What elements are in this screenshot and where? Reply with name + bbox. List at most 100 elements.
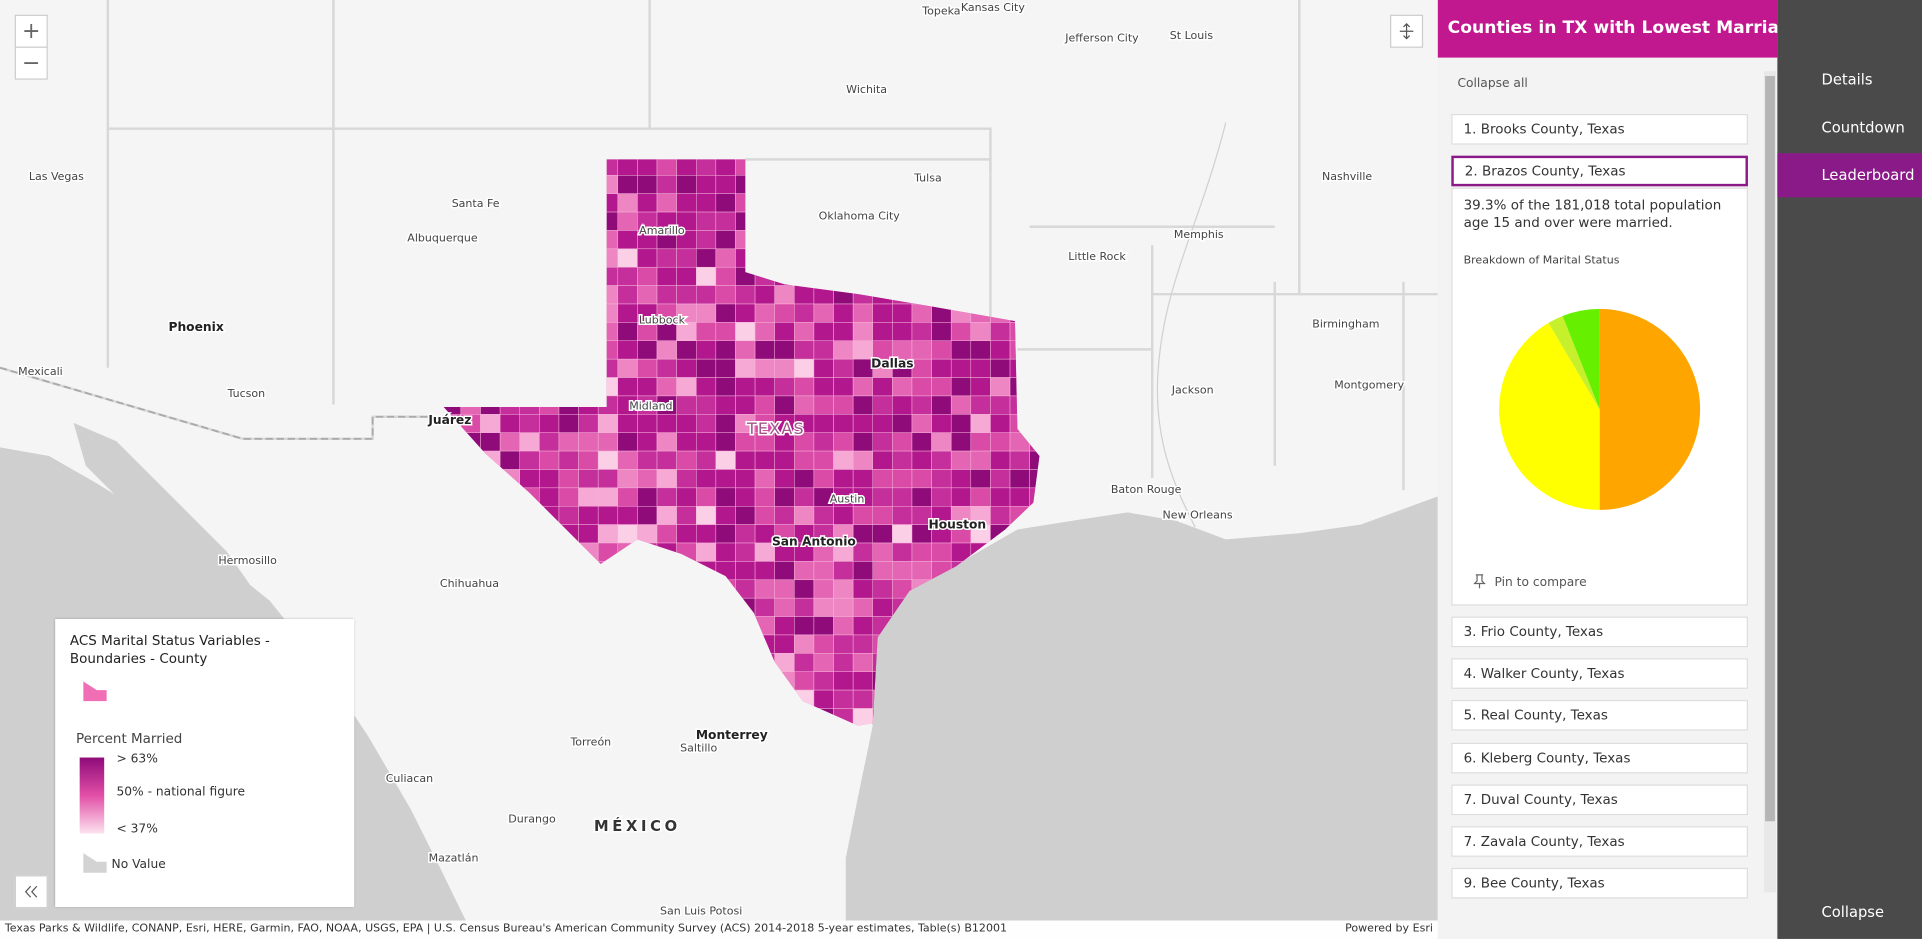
- county: [695, 414, 717, 433]
- county: [715, 414, 736, 433]
- county: [676, 414, 697, 433]
- county: [558, 450, 579, 470]
- legend-title: ACS Marital Status Variables - Boundarie…: [69, 632, 270, 667]
- county: [715, 248, 736, 268]
- county: [931, 487, 952, 507]
- county: [990, 432, 1011, 452]
- item-label: 7. Zavala County, Texas: [1463, 833, 1625, 850]
- expand-legend-button[interactable]: [14, 875, 48, 909]
- county: [637, 266, 658, 286]
- county: [637, 524, 658, 544]
- county: [754, 377, 775, 397]
- map-label: Lubbock: [639, 314, 686, 327]
- county: [872, 597, 893, 617]
- county: [735, 561, 756, 581]
- county: [931, 395, 952, 415]
- county: [872, 524, 893, 544]
- map-label: Tucson: [227, 387, 266, 400]
- county: [990, 450, 1011, 470]
- county: [774, 322, 795, 342]
- list-item[interactable]: 7. Zavala County, Texas: [1451, 826, 1748, 857]
- county: [637, 487, 658, 507]
- county: [695, 469, 717, 489]
- county: [970, 322, 991, 342]
- county: [735, 450, 756, 470]
- list-item[interactable]: 1. Brooks County, Texas: [1451, 113, 1748, 145]
- scroll-thumb[interactable]: [1765, 75, 1775, 822]
- county: [813, 634, 834, 654]
- county: [990, 469, 1011, 489]
- county: [852, 579, 873, 599]
- county: [970, 395, 991, 415]
- nav-item[interactable]: Countdown: [1777, 105, 1922, 149]
- county: [813, 322, 834, 342]
- county: [872, 469, 893, 489]
- map-label: Kansas City: [961, 1, 1026, 14]
- collapse-button[interactable]: Collapse: [1777, 890, 1922, 934]
- county: [813, 358, 834, 378]
- zoom-out[interactable]: −: [14, 46, 48, 80]
- county: [892, 450, 913, 470]
- county: [656, 266, 677, 286]
- county: [695, 358, 717, 378]
- county: [480, 414, 501, 433]
- county: [833, 303, 854, 323]
- list-item[interactable]: 7. Duval County, Texas: [1451, 784, 1748, 816]
- compass-button[interactable]: [1390, 14, 1424, 48]
- county: [774, 597, 795, 617]
- county: [637, 414, 658, 433]
- county: [519, 450, 540, 470]
- map-label: Chihuahua: [440, 577, 499, 590]
- map-label: Las Vegas: [29, 170, 84, 183]
- map-label: Phoenix: [168, 320, 223, 334]
- county: [911, 414, 932, 433]
- zoom-in[interactable]: +: [14, 14, 48, 48]
- county: [852, 597, 873, 617]
- county: [656, 248, 677, 268]
- county: [852, 432, 873, 452]
- county: [872, 322, 893, 342]
- county: [911, 450, 932, 470]
- powered-by: Powered by Esri: [1345, 923, 1433, 936]
- county: [813, 561, 834, 581]
- item-label: 1. Brooks County, Texas: [1463, 121, 1625, 138]
- county: [695, 175, 717, 194]
- county: [892, 505, 913, 525]
- attribution-bar: Texas Parks & Wildlife, CONANP, Esri, HE…: [0, 920, 1438, 939]
- county: [617, 175, 638, 194]
- nav-item[interactable]: Leaderboard: [1777, 153, 1922, 198]
- county: [931, 469, 952, 489]
- list-item[interactable]: 6. Kleberg County, Texas: [1451, 742, 1748, 774]
- county: [676, 524, 697, 544]
- county: [950, 487, 972, 507]
- county: [558, 414, 579, 433]
- list-item[interactable]: 5. Real County, Texas: [1451, 699, 1748, 731]
- county: [872, 561, 893, 581]
- list-item[interactable]: 9. Bee County, Texas: [1451, 867, 1748, 899]
- county: [911, 358, 932, 378]
- list-item[interactable]: 2. Brazos County, Texas: [1451, 155, 1748, 187]
- pin-to-compare[interactable]: Pin to compare: [1473, 574, 1587, 590]
- county: [1009, 450, 1030, 470]
- county: [970, 469, 991, 489]
- county: [970, 414, 991, 433]
- county: [754, 487, 775, 507]
- county: [597, 469, 619, 489]
- expanded-text: 39.3% of the 181,018 total population ag…: [1463, 197, 1722, 231]
- county: [892, 524, 913, 544]
- county: [852, 450, 873, 470]
- county: [1029, 450, 1040, 470]
- county: [597, 450, 619, 470]
- county: [970, 358, 991, 378]
- county: [950, 469, 972, 489]
- county: [852, 542, 873, 562]
- map-label: Montgomery: [1334, 379, 1404, 392]
- county: [892, 561, 913, 581]
- list-item[interactable]: 4. Walker County, Texas: [1451, 658, 1748, 689]
- county: [597, 505, 619, 525]
- map-label: Mexicali: [18, 365, 63, 378]
- list-item[interactable]: 3. Frio County, Texas: [1451, 616, 1748, 648]
- nav-item[interactable]: Details: [1777, 58, 1922, 102]
- legend-swatch: [83, 681, 107, 702]
- collapse-all[interactable]: Collapse all: [1457, 77, 1528, 91]
